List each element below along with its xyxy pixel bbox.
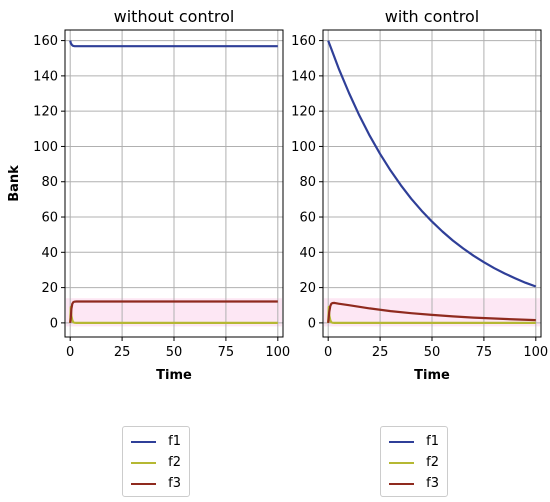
legend-item: f2 [131, 452, 181, 473]
series-line-f1 [69, 40, 278, 48]
legend-label: f2 [168, 455, 181, 470]
y-tick-label: 60 [41, 211, 58, 226]
x-tick-label: 50 [424, 345, 441, 360]
legend-label: f1 [168, 434, 181, 449]
legend-label: f3 [168, 476, 181, 491]
y-tick-label: 20 [41, 281, 58, 296]
y-tick-label: 40 [41, 246, 58, 261]
series-line-f3 [327, 301, 536, 324]
y-tick-label: 140 [291, 69, 316, 84]
legend-swatch-f3 [131, 482, 157, 485]
legend-label: f2 [426, 455, 439, 470]
y-tick-label: 160 [33, 34, 58, 49]
chart-title: without control [114, 7, 235, 26]
y-tick-label: 160 [291, 34, 316, 49]
chart-title: with control [385, 7, 480, 26]
legend-item: f3 [389, 473, 439, 494]
y-tick-label: 120 [291, 105, 316, 120]
legend-item: f3 [131, 473, 181, 494]
x-tick-label: 50 [166, 345, 183, 360]
x-axis-label: Time [156, 368, 192, 383]
chart-canvas: 0 25 50 75 100 0 20 40 60 80 100 120 140 160 without c… [7, 7, 548, 383]
legend-item: f2 [389, 452, 439, 473]
legend-swatch-f1 [131, 440, 157, 443]
legend-label: f1 [426, 434, 439, 449]
series-line-f3 [69, 300, 278, 324]
y-tick-label: 20 [299, 281, 316, 296]
y-axis-label: Bank [7, 165, 22, 202]
x-tick-label: 75 [476, 345, 493, 360]
legend-item: f1 [131, 431, 181, 452]
x-tick-label: 0 [66, 345, 74, 360]
y-tick-label: 0 [308, 316, 316, 331]
legend-label: f3 [426, 476, 439, 491]
legend-swatch-f2 [131, 461, 157, 464]
y-tick-label: 100 [33, 140, 58, 155]
x-tick-label: 25 [372, 345, 389, 360]
legend-right: f1 f2 f3 [380, 426, 448, 497]
x-tick-label: 75 [218, 345, 235, 360]
legend-swatch-f1 [389, 440, 415, 443]
legend-swatch-f2 [389, 461, 415, 464]
y-tick-label: 40 [299, 246, 316, 261]
x-tick-label: 100 [523, 345, 548, 360]
y-tick-label: 120 [33, 105, 58, 120]
x-tick-label: 0 [324, 345, 332, 360]
legend-swatch-f3 [389, 482, 415, 485]
x-tick-label: 25 [114, 345, 131, 360]
x-tick-label: 100 [265, 345, 290, 360]
series-line-f1 [327, 40, 537, 288]
x-axis-label: Time [414, 368, 450, 383]
y-tick-label: 140 [33, 69, 58, 84]
y-tick-label: 100 [291, 140, 316, 155]
y-tick-label: 0 [50, 316, 58, 331]
y-tick-label: 80 [299, 175, 316, 190]
y-tick-label: 80 [41, 175, 58, 190]
legend-item: f1 [389, 431, 439, 452]
y-tick-label: 60 [299, 211, 316, 226]
legend-left: f1 f2 f3 [122, 426, 190, 497]
